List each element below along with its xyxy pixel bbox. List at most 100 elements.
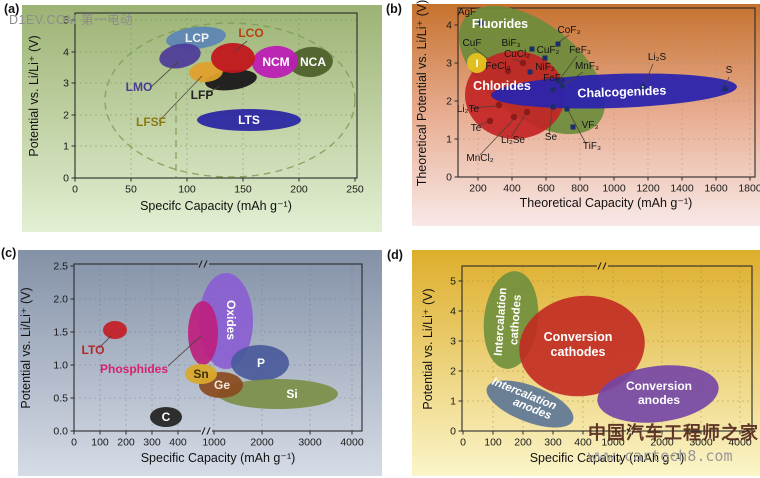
x-tick-label: 400 bbox=[574, 437, 592, 449]
label-lfsf: LFSF bbox=[136, 115, 166, 129]
leader-line bbox=[644, 63, 654, 84]
point-nif2 bbox=[527, 69, 533, 75]
point-cucl2 bbox=[519, 59, 527, 67]
leader-line bbox=[568, 111, 587, 145]
bubble-nca bbox=[289, 46, 333, 78]
panel-b-label: (b) bbox=[386, 2, 402, 16]
label-s: S bbox=[726, 65, 733, 76]
axis-break-cover bbox=[626, 428, 637, 434]
x-tick-label: 200 bbox=[469, 183, 487, 195]
label-ncm: NCM bbox=[262, 55, 289, 69]
label-tif: TiF₃ bbox=[583, 141, 601, 152]
y-tick-label: 0.5 bbox=[53, 393, 68, 405]
x-tick-label: 400 bbox=[503, 183, 521, 195]
axis-break-cover bbox=[198, 261, 209, 267]
label-cathodes: cathodes bbox=[551, 345, 606, 359]
leader-line bbox=[158, 75, 203, 122]
x-tick-label: 0 bbox=[460, 437, 466, 449]
point-fef3 bbox=[555, 78, 561, 84]
y-tick-label: 1 bbox=[63, 141, 69, 153]
x-tick-label: 1400 bbox=[670, 183, 694, 195]
bubble-c bbox=[150, 407, 182, 427]
bubble-p bbox=[231, 345, 289, 381]
point-li2se bbox=[523, 108, 531, 116]
y-tick-label: 4 bbox=[450, 306, 456, 318]
label-lmo: LMO bbox=[126, 80, 153, 94]
leader-line bbox=[559, 55, 578, 80]
watermark-site-name: 中国汽车工程师之家 bbox=[588, 423, 759, 444]
label-c: C bbox=[162, 410, 171, 424]
x-tick-label: 600 bbox=[537, 183, 555, 195]
axis-break-slash bbox=[201, 427, 206, 435]
x-tick-label: 100 bbox=[178, 184, 196, 196]
leader-line bbox=[98, 335, 112, 349]
label-mnf: MnF₃ bbox=[575, 61, 599, 72]
y-tick-label: 1.0 bbox=[53, 360, 68, 372]
y-tick-label: 2.5 bbox=[53, 261, 68, 273]
label-cof: CoF₃ bbox=[558, 25, 581, 36]
leader-line bbox=[558, 34, 570, 43]
point-cuf2 bbox=[542, 55, 548, 61]
bubble-phosphides bbox=[188, 301, 218, 365]
y-tick-label: 4 bbox=[446, 20, 452, 32]
x-tick-label: 0 bbox=[72, 184, 78, 196]
point-se bbox=[550, 104, 556, 110]
x-tick-label: 400 bbox=[169, 437, 187, 449]
y-tick-label: 1 bbox=[446, 134, 452, 146]
leader-line bbox=[725, 76, 730, 86]
point-cof3 bbox=[555, 41, 561, 47]
point-li2te bbox=[495, 101, 503, 109]
x-tick-label: 3000 bbox=[298, 437, 322, 449]
watermark-top-left: D1EV.COM 第一电动 bbox=[9, 13, 134, 27]
x-tick-label: 1000 bbox=[601, 437, 625, 449]
label-cuf: CuF₂ bbox=[537, 45, 560, 56]
label-se: Se bbox=[545, 132, 558, 143]
label-li-te: Li₂Te bbox=[457, 104, 480, 115]
bubble-lto bbox=[103, 321, 127, 339]
label-lcp: LCP bbox=[185, 31, 209, 45]
label-i: I bbox=[475, 58, 478, 70]
x-tick-label: 300 bbox=[544, 437, 562, 449]
y-axis-title: Potential vs. Li/Li⁺ (V) bbox=[27, 35, 41, 156]
label-nca: NCA bbox=[300, 55, 326, 69]
leader-line bbox=[150, 61, 179, 88]
y-tick-label: 3 bbox=[63, 78, 69, 90]
leader-line bbox=[510, 114, 526, 138]
y-axis-title: Potential vs. Li/Li⁺ (V) bbox=[19, 287, 33, 408]
axes-frame bbox=[457, 7, 756, 178]
x-tick-label: 4000 bbox=[728, 437, 752, 449]
y-tick-label: 0 bbox=[450, 426, 456, 438]
y-tick-label: 0 bbox=[446, 172, 452, 184]
label-p: P bbox=[257, 356, 265, 370]
label-li-se: Li₂Se bbox=[501, 135, 525, 146]
label-si: Si bbox=[286, 387, 297, 401]
leader-line bbox=[167, 335, 202, 367]
panel-c: Oxides P Si Ge Sn C LTO Phosphides 0 100 200 300 400… bbox=[18, 250, 382, 476]
x-tick-label: 250 bbox=[346, 184, 364, 196]
bubble-lmo bbox=[159, 43, 201, 69]
x-tick-label: 1200 bbox=[636, 183, 660, 195]
x-tick-label: 4000 bbox=[340, 437, 364, 449]
axis-break-slash bbox=[631, 427, 636, 435]
label-cucl: CuCl₂ bbox=[504, 49, 530, 60]
bubble-conversion-anodes bbox=[597, 365, 719, 423]
x-tick-label: 100 bbox=[91, 437, 109, 449]
y-tick-label: 0.0 bbox=[53, 426, 68, 438]
axis-break-slash bbox=[198, 260, 203, 268]
label-bif: BiF₃ bbox=[501, 38, 520, 49]
label-sn: Sn bbox=[193, 367, 208, 381]
point-mnf3 bbox=[559, 83, 565, 89]
y-axis-title: Potential vs. Li/Li⁺ (V) bbox=[421, 288, 435, 409]
watermark-site-url: www.cartech8.com bbox=[588, 447, 733, 465]
point-fecl3 bbox=[504, 67, 512, 75]
label-cathodes: cathodes bbox=[508, 294, 523, 345]
bubble-sn bbox=[185, 364, 217, 384]
y-tick-label: 3 bbox=[450, 336, 456, 348]
label-fef: FeF₃ bbox=[569, 45, 591, 56]
label-lts: LTS bbox=[238, 113, 260, 127]
point-li2s bbox=[638, 82, 648, 89]
label-vf: VF₃ bbox=[582, 120, 599, 131]
x-tick-label: 800 bbox=[571, 183, 589, 195]
